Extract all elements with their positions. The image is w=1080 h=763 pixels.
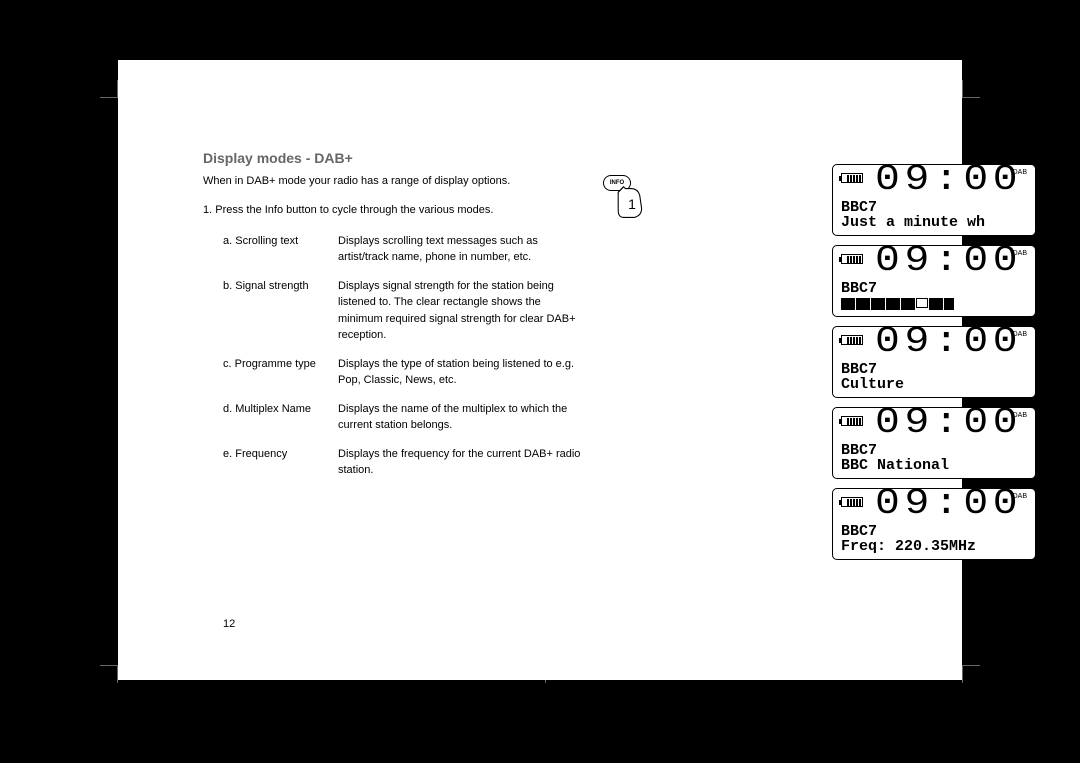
lcd-time: 09:00 (875, 245, 1022, 281)
page-number: 12 (223, 618, 235, 630)
signal-bar (841, 298, 855, 310)
signal-bar (929, 298, 943, 310)
lcd-multiplex-text: BBC National (841, 457, 949, 474)
mode-row: c. Programme typeDisplays the type of st… (223, 356, 583, 401)
mode-desc: Displays scrolling text messages such as… (338, 233, 583, 278)
battery-icon (841, 335, 863, 345)
signal-bar (856, 298, 870, 310)
dab-label: DAB (1013, 493, 1027, 500)
signal-bar (901, 298, 915, 310)
lcd-column: 09:00 DAB BBC7 Just a minute wh 09:00 DA… (832, 164, 1036, 569)
lcd-programme-type-text: Culture (841, 376, 904, 393)
dab-label: DAB (1013, 331, 1027, 338)
lcd-frequency: 09:00 DAB BBC7 Freq: 220.35MHz (832, 488, 1036, 560)
modes-table: a. Scrolling textDisplays scrolling text… (223, 233, 583, 491)
lcd-frequency-text: Freq: 220.35MHz (841, 538, 976, 555)
lcd-scrolling-message: Just a minute wh (841, 214, 985, 231)
mode-row: d. Multiplex NameDisplays the name of th… (223, 401, 583, 446)
mode-desc: Displays the frequency for the current D… (338, 446, 583, 491)
signal-bars (841, 298, 954, 310)
crop-mark (100, 80, 118, 98)
signal-bar (944, 298, 954, 310)
battery-icon (841, 497, 863, 507)
crop-mark (962, 80, 980, 98)
signal-bar-threshold (916, 298, 928, 308)
battery-icon (841, 173, 863, 183)
mode-label: b. Signal strength (223, 278, 338, 356)
mode-row: a. Scrolling textDisplays scrolling text… (223, 233, 583, 278)
mode-label: d. Multiplex Name (223, 401, 338, 446)
section-title: Display modes - DAB+ (203, 150, 603, 166)
battery-icon (841, 416, 863, 426)
step-text: 1. Press the Info button to cycle throug… (203, 203, 603, 218)
lcd-station: BBC7 (841, 280, 877, 297)
crop-mark (962, 665, 980, 683)
lcd-time: 09:00 (875, 326, 1022, 362)
step-number: 1 (621, 193, 643, 215)
crop-mark (100, 665, 118, 683)
signal-bar (886, 298, 900, 310)
battery-icon (841, 254, 863, 264)
text-column: Display modes - DAB+ When in DAB+ mode y… (203, 150, 603, 491)
lcd-time: 09:00 (875, 407, 1022, 443)
lcd-programme-type: 09:00 DAB BBC7 Culture (832, 326, 1036, 398)
lcd-time: 09:00 (875, 164, 1022, 200)
mode-desc: Displays the name of the multiplex to wh… (338, 401, 583, 446)
lcd-time: 09:00 (875, 488, 1022, 524)
lcd-multiplex-name: 09:00 DAB BBC7 BBC National (832, 407, 1036, 479)
info-button-diagram: INFO 1 (603, 175, 653, 230)
manual-page: Display modes - DAB+ When in DAB+ mode y… (118, 60, 962, 680)
mode-label: e. Frequency (223, 446, 338, 491)
mode-row: b. Signal strengthDisplays signal streng… (223, 278, 583, 356)
dab-label: DAB (1013, 412, 1027, 419)
dab-label: DAB (1013, 169, 1027, 176)
mode-desc: Displays the type of station being liste… (338, 356, 583, 401)
lcd-signal-strength: 09:00 DAB BBC7 (832, 245, 1036, 317)
mode-label: a. Scrolling text (223, 233, 338, 278)
signal-bar (871, 298, 885, 310)
intro-text: When in DAB+ mode your radio has a range… (203, 174, 603, 189)
lcd-scrolling-text: 09:00 DAB BBC7 Just a minute wh (832, 164, 1036, 236)
mode-label: c. Programme type (223, 356, 338, 401)
mode-row: e. FrequencyDisplays the frequency for t… (223, 446, 583, 491)
dab-label: DAB (1013, 250, 1027, 257)
mode-desc: Displays signal strength for the station… (338, 278, 583, 356)
